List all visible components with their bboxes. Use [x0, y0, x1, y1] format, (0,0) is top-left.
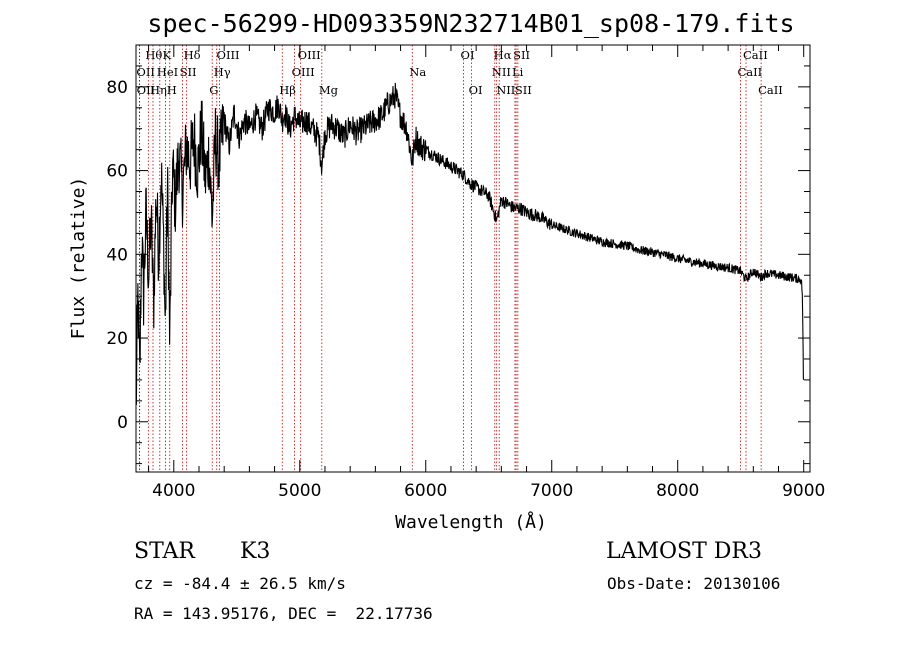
y-tick-label: 40	[106, 245, 128, 265]
spectral-line-label: OI	[461, 48, 475, 62]
y-tick-label: 20	[106, 329, 128, 349]
spectral-line-label: Hα	[494, 48, 512, 62]
spectral-line-label: OIII	[298, 48, 321, 62]
x-axis-label: Wavelength (Å)	[395, 511, 547, 533]
y-tick-label: 0	[117, 413, 128, 433]
survey-name: LAMOST DR3	[606, 539, 762, 564]
spectral-line-label: Hη	[150, 83, 167, 97]
spectral-line-label: Hθ	[145, 48, 162, 62]
chart-title: spec-56299-HD093359N232714B01_sp08-179.f…	[147, 9, 794, 38]
object-subclass: K3	[240, 539, 271, 564]
spectral-line-label: H	[167, 83, 177, 97]
spectral-line-label: K	[162, 48, 171, 62]
spectral-line-label: OII	[136, 65, 155, 79]
spectral-line-label: OIII	[217, 48, 240, 62]
redshift-velocity: cz = -84.4 ± 26.5 km/s	[134, 574, 346, 593]
y-tick-label: 80	[106, 78, 128, 98]
spectral-line-label: CaII	[758, 83, 783, 97]
spectral-line-label: CaII	[743, 48, 768, 62]
spectral-line-label: HeI	[157, 65, 178, 79]
x-tick-label: 6000	[404, 481, 447, 501]
object-class: STAR	[134, 539, 195, 564]
y-tick-label: 60	[106, 162, 128, 182]
spectral-line-label: G	[209, 83, 218, 97]
spectral-line-label: Hβ	[279, 83, 296, 97]
spectral-line-label: SII	[513, 48, 530, 62]
x-tick-label: 8000	[656, 481, 699, 501]
spectrum-line	[135, 82, 804, 405]
coordinates: RA = 143.95176, DEC = 22.17736	[134, 604, 433, 623]
spectral-line-label: OI	[469, 83, 483, 97]
observation-date: Obs-Date: 20130106	[607, 574, 781, 593]
spectral-line-label: OIII	[292, 65, 315, 79]
spectral-line-label: Hδ	[184, 48, 201, 62]
spectral-line-label: CaII	[737, 65, 762, 79]
x-tick-label: 5000	[278, 481, 321, 501]
x-tick-label: 4000	[152, 481, 195, 501]
x-tick-label: 9000	[782, 481, 825, 501]
spectral-line-label: NII	[492, 65, 511, 79]
x-tick-label: 7000	[530, 481, 573, 501]
plot-frame	[135, 44, 811, 473]
spectral-line-label: Na	[409, 65, 426, 79]
y-axis-label: Flux (relative)	[68, 177, 89, 340]
spectral-line-label: NII	[496, 83, 515, 97]
x-axis-ticks: 4000 5000 6000 7000 8000 9000	[148, 45, 825, 501]
spectral-line-label: SII	[180, 65, 197, 79]
spectral-line-label: Hγ	[214, 65, 231, 79]
spectral-line-label: Mg	[319, 83, 339, 97]
spectral-line-label: Li	[512, 65, 524, 79]
y-axis-ticks: 0 20 40 60 80	[106, 44, 810, 465]
spectral-line-label: SII	[515, 83, 532, 97]
